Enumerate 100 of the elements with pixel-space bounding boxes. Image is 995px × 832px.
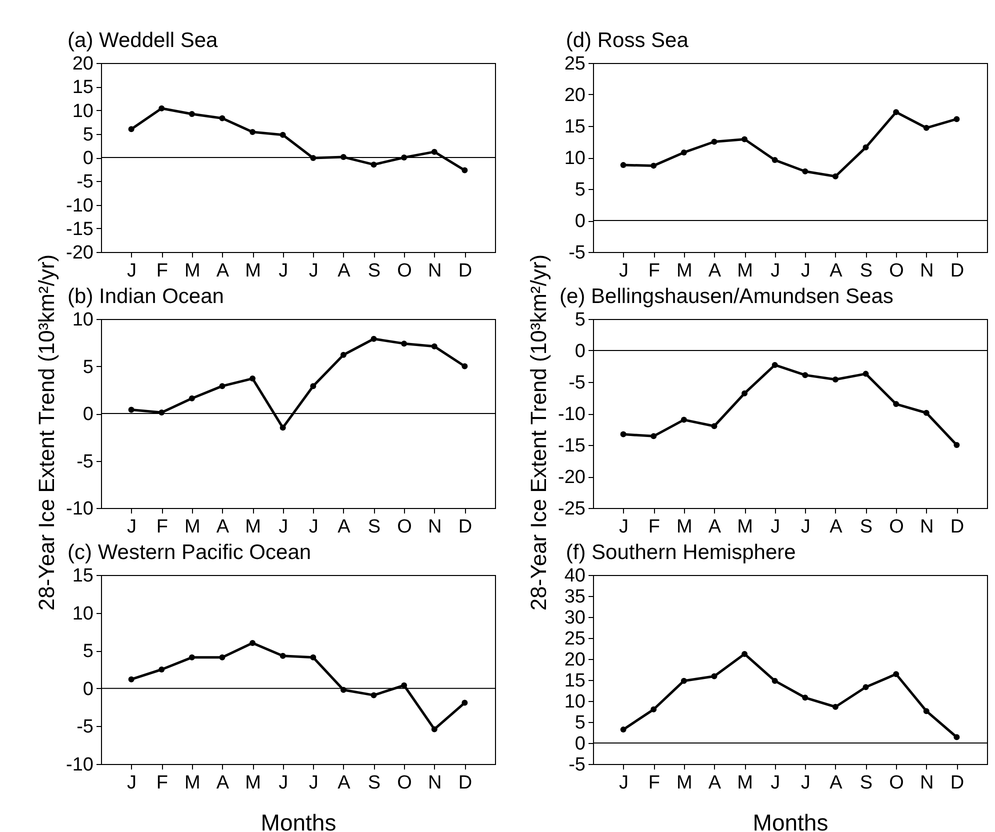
x-tick-label: M [245, 260, 261, 282]
x-tick-label: A [216, 772, 230, 794]
y-tick-label: 5 [574, 712, 586, 734]
x-tick-label: S [368, 772, 381, 794]
y-tick-label: -5 [568, 372, 586, 394]
y-tick-label: -15 [558, 436, 586, 456]
x-tick-label: J [308, 260, 318, 282]
y-tick-label: -5 [76, 716, 94, 738]
y-tick-label: 10 [564, 148, 586, 169]
x-tick-label: M [737, 772, 753, 794]
y-tick-label: -15 [66, 218, 94, 240]
x-tick-label: M [737, 260, 753, 282]
x-tick-label: N [920, 260, 934, 282]
x-tick-label: J [308, 516, 318, 538]
y-tick-label: -10 [558, 404, 586, 425]
x-tick-label: J [127, 516, 137, 538]
y-tick-label: -5 [76, 172, 94, 193]
y-tick-label: 25 [564, 54, 586, 74]
x-tick-label: J [278, 516, 288, 538]
x-tick-label: J [800, 516, 810, 538]
y-tick-label: -5 [568, 754, 586, 776]
y-tick-label: 20 [72, 54, 94, 74]
x-tick-label: M [184, 516, 200, 538]
y-tick-label: -10 [66, 498, 94, 520]
y-tick-label: 15 [72, 566, 94, 586]
x-tick-label: D [458, 516, 472, 538]
x-tick-label: J [619, 260, 629, 282]
x-axis-title: Months [752, 810, 828, 832]
x-tick-label: D [950, 516, 964, 538]
y-tick-label: 40 [564, 566, 586, 586]
y-tick-label: 15 [72, 77, 94, 98]
x-tick-label: A [216, 516, 230, 538]
y-tick-label: -10 [66, 195, 94, 216]
x-tick-label: O [397, 516, 412, 538]
y-tick-label: 10 [564, 692, 586, 712]
y-tick-label: -5 [76, 451, 94, 472]
x-tick-label: S [368, 516, 381, 538]
x-tick-label: O [397, 772, 412, 794]
y-tick-label: 5 [82, 641, 94, 662]
y-tick-label: 20 [564, 85, 586, 106]
x-tick-label: D [950, 260, 964, 282]
chart-title: (a) Weddell Sea [68, 29, 218, 52]
y-tick-label: 10 [72, 310, 94, 330]
x-tick-label: S [860, 260, 873, 282]
x-tick-label: N [428, 772, 442, 794]
x-tick-label: S [860, 772, 873, 794]
x-tick-label: O [397, 260, 412, 282]
x-tick-label: S [368, 260, 381, 282]
y-tick-label: 25 [564, 628, 586, 650]
y-tick-label: 5 [574, 180, 586, 200]
chart-title: (c) Western Pacific Ocean [68, 541, 312, 564]
chart-title: (b) Indian Ocean [68, 285, 224, 308]
x-tick-label: M [737, 516, 753, 538]
y-tick-label: 10 [72, 100, 94, 122]
x-tick-label: F [156, 516, 168, 538]
x-tick-label: N [920, 772, 934, 794]
y-tick-label: 15 [564, 670, 586, 692]
y-tick-label: 20 [564, 650, 586, 670]
x-tick-label: A [830, 260, 843, 282]
y-tick-label: 0 [574, 341, 586, 362]
chart-title: (f) Southern Hemisphere [566, 541, 796, 564]
x-tick-label: A [338, 260, 351, 282]
x-tick-label: A [216, 260, 230, 282]
x-tick-label: J [770, 260, 780, 282]
y-axis-title: 28-Year Ice Extent Trend (10³km²/yr) [34, 254, 60, 611]
x-tick-label: A [338, 772, 351, 794]
y-tick-label: -20 [66, 242, 94, 264]
x-tick-label: F [648, 772, 660, 794]
y-tick-label: 35 [564, 586, 586, 608]
x-tick-label: N [920, 516, 934, 538]
chart-title: (e) Bellingshausen/Amundsen Seas [560, 285, 894, 308]
x-tick-label: F [156, 772, 168, 794]
x-tick-label: J [800, 260, 810, 282]
x-tick-label: J [770, 772, 780, 794]
x-tick-label: N [428, 516, 442, 538]
x-tick-label: M [245, 772, 261, 794]
x-tick-label: J [278, 772, 288, 794]
x-tick-label: J [127, 260, 137, 282]
y-axis-title: 28-Year Ice Extent Trend (10³km²/yr) [526, 254, 552, 611]
y-tick-label: -20 [558, 467, 586, 488]
x-tick-label: A [708, 772, 722, 794]
y-tick-label: 0 [82, 678, 94, 700]
y-tick-label: 5 [82, 356, 94, 378]
x-tick-label: N [428, 260, 442, 282]
y-tick-label: 0 [82, 404, 94, 425]
x-tick-label: J [770, 516, 780, 538]
x-tick-label: M [676, 772, 692, 794]
x-tick-label: J [619, 516, 629, 538]
y-tick-label: 5 [82, 124, 94, 146]
x-tick-label: A [338, 516, 351, 538]
x-tick-label: S [860, 516, 873, 538]
y-tick-label: 0 [574, 211, 586, 232]
x-tick-label: M [184, 260, 200, 282]
y-tick-label: 5 [574, 310, 586, 330]
x-tick-label: F [648, 260, 660, 282]
y-tick-label: 0 [574, 734, 586, 754]
x-tick-label: F [156, 260, 168, 282]
x-tick-label: J [278, 260, 288, 282]
x-tick-label: A [830, 772, 843, 794]
x-tick-label: O [889, 260, 904, 282]
